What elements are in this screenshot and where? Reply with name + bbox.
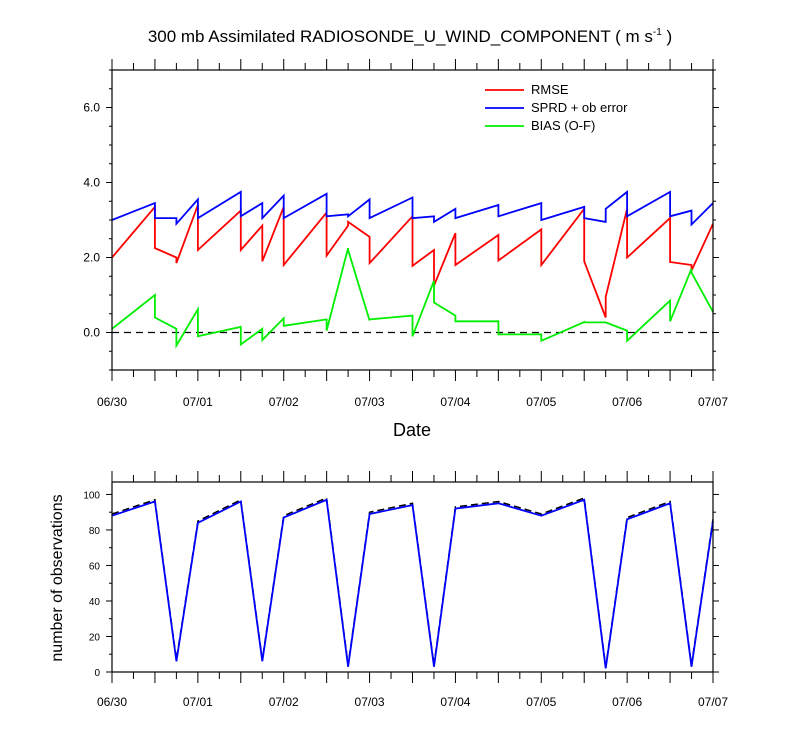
chart-title-end: ) bbox=[662, 27, 672, 46]
obs-y-tick-label: 0 bbox=[94, 668, 100, 679]
y-tick-label: 2.0 bbox=[83, 251, 100, 265]
legend: RMSE SPRD + ob error BIAS (O-F) bbox=[485, 82, 628, 133]
bottom-series-layer bbox=[111, 496, 714, 669]
x-tick-label: 07/03 bbox=[355, 395, 385, 409]
obs-x-tick-label: 07/07 bbox=[698, 695, 728, 709]
legend-item: RMSE bbox=[485, 82, 569, 97]
obs-x-tick-label: 07/01 bbox=[183, 695, 213, 709]
y-tick-label: 4.0 bbox=[83, 176, 100, 190]
top-tick-layer: 0.0 2.0 4.0 6.0 06/30 07/01 07/02 07/03 07/04 07/… bbox=[83, 59, 728, 409]
y-tick-label: 0.0 bbox=[83, 326, 100, 340]
x-tick-label: 07/01 bbox=[183, 395, 213, 409]
chart-title-main: 300 mb Assimilated RADIOSONDE_U_WIND_COM… bbox=[148, 27, 653, 46]
obs-x-tick-label: 07/02 bbox=[269, 695, 299, 709]
rmse-bias-plot: 0.0 2.0 4.0 6.0 06/30 07/01 07/02 07/03 07/04 07/… bbox=[83, 59, 728, 409]
x-tick-label: 07/05 bbox=[526, 395, 556, 409]
bottom-tick-layer: 0 20 40 60 80 100 06/30 07/01 07/02 07/03 07/04 07/… bbox=[83, 471, 728, 709]
x-tick-label: 07/06 bbox=[612, 395, 642, 409]
chart-title: 300 mb Assimilated RADIOSONDE_U_WIND_COM… bbox=[148, 27, 672, 46]
x-tick-label: 07/02 bbox=[269, 395, 299, 409]
series-line-rmse bbox=[111, 204, 714, 318]
legend-label: BIAS (O-F) bbox=[531, 118, 595, 133]
legend-item: SPRD + ob error bbox=[485, 100, 628, 115]
legend-label: RMSE bbox=[531, 82, 569, 97]
obs-x-tick-label: 07/05 bbox=[526, 695, 556, 709]
legend-label: SPRD + ob error bbox=[531, 100, 628, 115]
obs-x-tick-label: 07/06 bbox=[612, 695, 642, 709]
x-tick-label: 07/07 bbox=[698, 395, 728, 409]
series-line-sprd-ob-error bbox=[111, 190, 714, 227]
x-tick-label: 07/04 bbox=[440, 395, 470, 409]
obs-line-assimilated bbox=[111, 498, 714, 669]
obs-y-tick-label: 20 bbox=[89, 632, 101, 643]
obs-y-tick-label: 60 bbox=[89, 561, 101, 572]
obs-y-tick-label: 40 bbox=[89, 597, 101, 608]
y-axis-title-observations: number of observations bbox=[49, 494, 66, 661]
x-axis-title: Date bbox=[393, 420, 431, 440]
obs-x-tick-label: 07/04 bbox=[440, 695, 470, 709]
x-tick-label: 06/30 bbox=[97, 395, 127, 409]
obs-x-tick-label: 07/03 bbox=[355, 695, 385, 709]
obs-x-tick-label: 06/30 bbox=[97, 695, 127, 709]
chart-title-sup: -1 bbox=[653, 27, 662, 38]
obs-line-possible bbox=[111, 496, 714, 667]
y-tick-label: 6.0 bbox=[83, 101, 100, 115]
top-series-layer bbox=[111, 190, 714, 349]
legend-item: BIAS (O-F) bbox=[485, 118, 595, 133]
obs-y-tick-label: 80 bbox=[89, 526, 101, 537]
series-line-bias-o-f bbox=[111, 247, 714, 349]
obs-y-tick-label: 100 bbox=[83, 490, 100, 501]
observations-plot: 0 20 40 60 80 100 06/30 07/01 07/02 07/03 07/04 07/… bbox=[83, 471, 728, 709]
